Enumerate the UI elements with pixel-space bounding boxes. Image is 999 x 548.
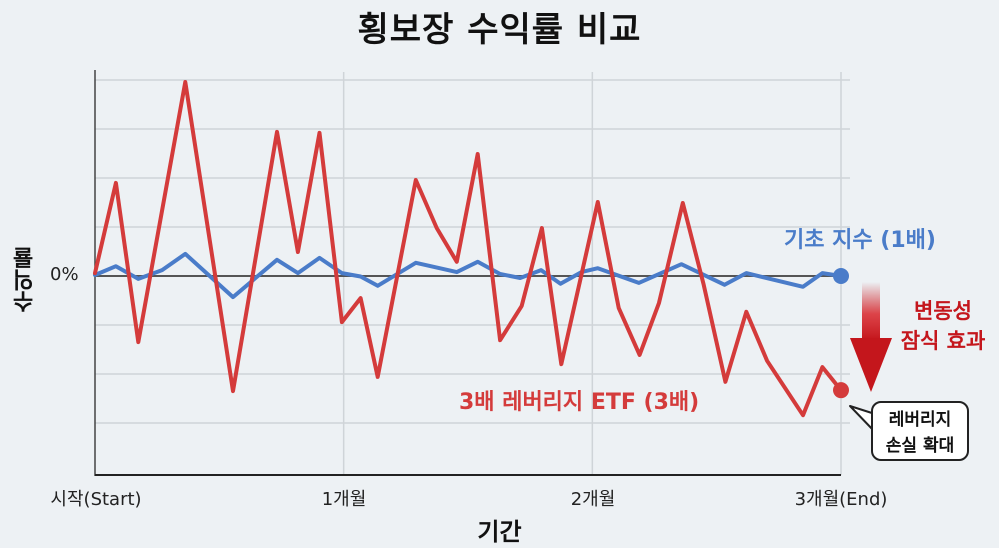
legend-base-index: 기초 지수 (1배): [784, 228, 936, 253]
x-tick-end: 3개월(End): [794, 489, 888, 510]
annotation-line-1: 변동성: [914, 299, 972, 323]
x-tick-2month: 2개월: [570, 489, 616, 510]
annotation-line-2: 잠식 효과: [900, 329, 986, 353]
volatility-decay-annotation: 변동성 잠식 효과: [888, 296, 998, 356]
x-axis-label: 기간: [477, 518, 522, 546]
base-index-end-marker: [833, 268, 849, 284]
chart-title: 횡보장 수익률 비교: [357, 10, 642, 50]
x-tick-start: 시작(Start): [50, 489, 142, 510]
leveraged-etf-end-marker: [833, 382, 849, 399]
y-tick-zero: 0%: [50, 264, 79, 285]
y-axis-label: 수익률: [13, 247, 38, 313]
callout-line-2: 손실 확대: [885, 436, 955, 456]
down-arrow-icon: [850, 282, 892, 392]
leveraged-etf-line: [93, 80, 843, 418]
legend-leveraged-etf: 3배 레버리지 ETF (3배): [459, 390, 700, 415]
callout-line-1: 레버리지: [888, 410, 952, 430]
leverage-loss-callout: 레버리지 손실 확대: [871, 401, 969, 461]
x-tick-1month: 1개월: [321, 489, 367, 510]
series-lines: [93, 80, 849, 418]
